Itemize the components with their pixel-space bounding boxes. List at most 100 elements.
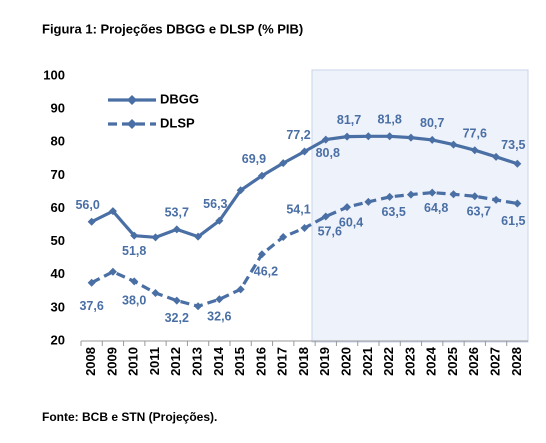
data-point: [321, 135, 330, 144]
x-tick-label: 2021: [360, 347, 375, 376]
data-point: [428, 135, 437, 144]
y-tick-label: 100: [43, 67, 65, 82]
data-label: 38,0: [122, 294, 146, 308]
data-label: 56,0: [75, 198, 99, 212]
x-tick-label: 2010: [126, 347, 141, 376]
legend-label: DBGG: [160, 91, 199, 106]
data-point: [279, 232, 288, 241]
data-point: [364, 132, 373, 141]
x-tick-label: 2018: [296, 347, 311, 376]
data-point: [428, 188, 437, 197]
data-point: [172, 225, 181, 234]
data-point: [87, 278, 96, 287]
data-point: [321, 212, 330, 221]
legend-marker: [127, 119, 137, 129]
data-point: [257, 250, 266, 259]
y-tick-label: 30: [51, 299, 65, 314]
x-tick-label: 2025: [445, 347, 460, 376]
x-tick-label: 2027: [488, 347, 503, 376]
data-label: 64,8: [424, 201, 448, 215]
data-label: 57,6: [318, 225, 342, 239]
data-label: 63,7: [467, 205, 491, 219]
data-point: [215, 295, 224, 304]
data-label: 56,3: [203, 197, 227, 211]
data-label: 80,7: [420, 116, 444, 130]
legend-label: DLSP: [160, 115, 195, 130]
data-point: [87, 217, 96, 226]
data-point: [364, 197, 373, 206]
y-tick-label: 80: [51, 134, 65, 149]
data-point: [449, 140, 458, 149]
data-point: [492, 152, 501, 161]
data-point: [108, 267, 117, 276]
legend-marker: [127, 95, 137, 105]
x-tick-label: 2012: [168, 347, 183, 376]
data-point: [194, 302, 203, 311]
data-label: 32,2: [165, 311, 189, 325]
data-label: 63,5: [381, 205, 405, 219]
data-point: [236, 285, 245, 294]
data-label: 37,6: [79, 299, 103, 313]
data-label: 60,4: [339, 215, 363, 229]
x-tick-label: 2014: [211, 346, 226, 376]
data-point: [130, 277, 139, 286]
x-tick-label: 2015: [232, 347, 247, 376]
data-point: [385, 132, 394, 141]
data-point: [151, 288, 160, 297]
data-label: 54,1: [286, 202, 310, 216]
data-label: 53,7: [165, 206, 189, 220]
x-tick-label: 2009: [104, 347, 119, 376]
data-point: [279, 159, 288, 168]
data-point: [236, 186, 245, 195]
data-point: [108, 207, 117, 216]
y-tick-label: 20: [51, 332, 65, 347]
x-tick-label: 2008: [83, 347, 98, 376]
data-point: [172, 296, 181, 305]
data-point: [385, 192, 394, 201]
data-point: [343, 203, 352, 212]
x-tick-label: 2020: [339, 347, 354, 376]
data-point: [492, 195, 501, 204]
data-label: 80,8: [316, 146, 340, 160]
data-label: 51,8: [122, 244, 146, 258]
y-tick-label: 90: [51, 101, 65, 116]
data-point: [215, 216, 224, 225]
y-tick-label: 60: [51, 200, 65, 215]
source-note: Fonte: BCB e STN (Projeções).: [42, 410, 217, 424]
data-point: [513, 159, 522, 168]
x-tick-label: 2016: [253, 347, 268, 376]
y-tick-label: 50: [51, 233, 65, 248]
data-point: [470, 146, 479, 155]
data-point: [151, 233, 160, 242]
x-tick-label: 2013: [190, 347, 205, 376]
x-tick-label: 2022: [381, 347, 396, 376]
data-label: 81,7: [337, 113, 361, 127]
data-label: 69,9: [242, 152, 266, 166]
data-point: [300, 147, 309, 156]
data-point: [343, 132, 352, 141]
y-tick-label: 70: [51, 167, 65, 182]
x-tick-label: 2023: [402, 347, 417, 376]
data-point: [194, 232, 203, 241]
x-tick-label: 2017: [275, 347, 290, 376]
data-point: [470, 192, 479, 201]
data-label: 61,5: [501, 214, 525, 228]
data-label: 46,2: [254, 265, 278, 279]
data-label: 77,6: [463, 126, 487, 140]
data-label: 81,8: [377, 113, 401, 127]
data-point: [406, 133, 415, 142]
x-tick-label: 2011: [147, 347, 162, 375]
x-tick-label: 2019: [317, 347, 332, 376]
data-point: [406, 190, 415, 199]
data-label: 32,6: [207, 310, 231, 324]
data-point: [257, 171, 266, 180]
y-tick-label: 40: [51, 266, 65, 281]
x-tick-label: 2026: [466, 347, 481, 376]
data-point: [300, 224, 309, 233]
data-point: [130, 231, 139, 240]
data-point: [513, 199, 522, 208]
data-point: [449, 190, 458, 199]
data-label: 77,2: [286, 128, 310, 142]
data-label: 73,5: [501, 138, 525, 152]
